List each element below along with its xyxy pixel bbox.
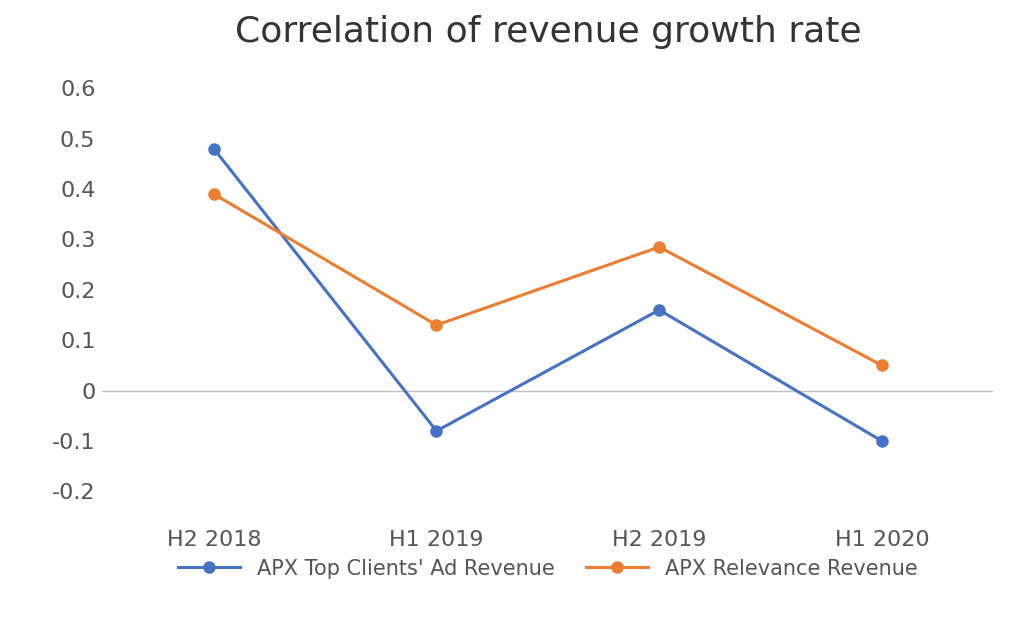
APX Top Clients' Ad Revenue (876, 437, 888, 445)
APX Top Clients' Ad Revenue (653, 306, 666, 314)
APX Top Clients' Ad Revenue (430, 427, 442, 435)
APX Relevance Revenue (430, 321, 442, 329)
Title: Correlation of revenue growth rate: Correlation of revenue growth rate (234, 15, 861, 49)
APX Relevance Revenue (653, 243, 666, 251)
APX Relevance Revenue (876, 362, 888, 369)
Line: APX Relevance Revenue: APX Relevance Revenue (208, 188, 888, 371)
APX Top Clients' Ad Revenue (208, 145, 220, 152)
Legend: APX Top Clients' Ad Revenue, APX Relevance Revenue: APX Top Clients' Ad Revenue, APX Relevan… (169, 551, 927, 588)
APX Relevance Revenue (208, 190, 220, 198)
Line: APX Top Clients' Ad Revenue: APX Top Clients' Ad Revenue (208, 143, 888, 447)
